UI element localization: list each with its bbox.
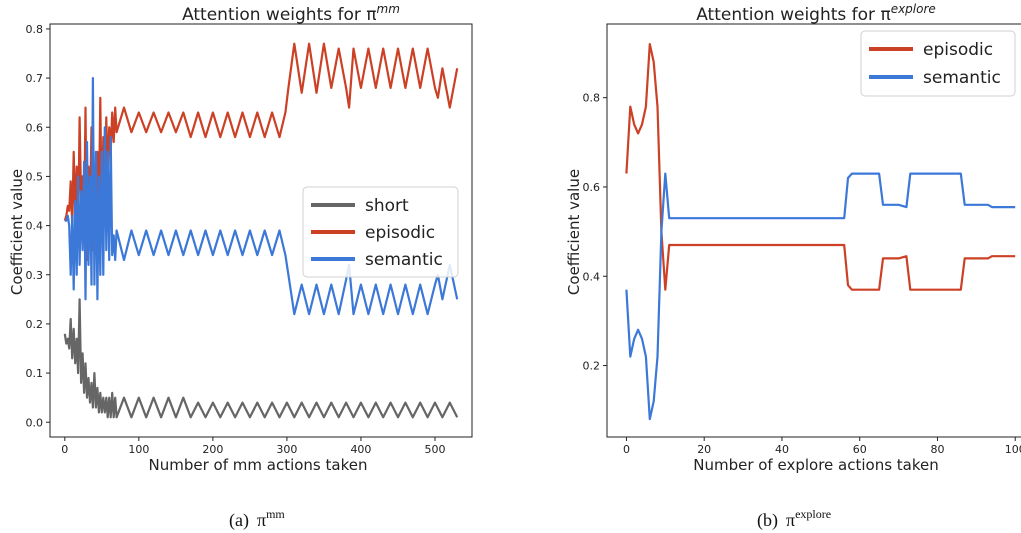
x-tick-label: 100 — [128, 443, 149, 456]
x-axis-label: Number of mm actions taken — [149, 456, 368, 474]
y-tick-label: 0.0 — [26, 416, 44, 429]
series-line-episodic — [625, 42, 1016, 291]
y-tick-label: 0.3 — [26, 269, 44, 282]
legend-label-semantic: semantic — [365, 250, 443, 270]
legend-label-episodic: episodic — [923, 40, 993, 60]
chart-explore: Attention weights for πexplore 0.2 0.4 0.6… — [565, 2, 1021, 474]
plot-frame — [606, 23, 1021, 438]
caption-b: (b) πexplore — [757, 507, 831, 531]
x-tick-label: 200 — [202, 443, 223, 456]
x-tick-label: 20 — [697, 443, 711, 456]
caption-a: (a) πmm — [229, 507, 285, 531]
y-tick-label: 0.6 — [26, 121, 44, 134]
y-tick-label: 0.8 — [26, 23, 44, 36]
x-tick-label: 40 — [775, 443, 789, 456]
x-ticks: 0 100 200 300 400 500 — [61, 437, 445, 456]
plot-frame — [49, 23, 473, 438]
legend-label-episodic: episodic — [365, 223, 435, 243]
legend-box — [302, 186, 459, 278]
chart-title: Attention weights for πmm — [182, 2, 400, 25]
x-tick-label: 100 — [1005, 443, 1021, 456]
legend-label-short: short — [365, 196, 409, 216]
y-tick-label: 0.1 — [26, 367, 44, 380]
legend-label-semantic: semantic — [923, 68, 1001, 88]
y-tick-label: 0.6 — [583, 181, 601, 194]
series-line-episodic — [63, 42, 459, 262]
x-tick-label: 300 — [276, 443, 297, 456]
y-tick-label: 0.4 — [583, 270, 601, 283]
y-tick-label: 0.8 — [583, 92, 601, 105]
chart-mm: Attention weights for πmm 0.00.10.20.30.… — [8, 2, 473, 474]
x-tick-label: 400 — [350, 443, 371, 456]
y-tick-label: 0.7 — [26, 72, 44, 85]
x-tick-label: 0 — [61, 443, 68, 456]
y-axis-label: Coefficient value — [8, 169, 26, 295]
y-ticks: 0.2 0.4 0.6 0.8 — [583, 92, 607, 373]
x-tick-label: 80 — [930, 443, 944, 456]
chart-title: Attention weights for πexplore — [696, 2, 936, 25]
series-line-semantic — [64, 76, 459, 316]
series-lines — [625, 42, 1016, 421]
y-axis-label: Coefficient value — [565, 169, 583, 295]
y-tick-label: 0.4 — [26, 220, 44, 233]
series-lines — [63, 42, 459, 419]
x-tick-label: 0 — [623, 443, 630, 456]
x-ticks: 0 20 40 60 80 100 — [623, 437, 1021, 456]
y-tick-label: 0.2 — [26, 318, 44, 331]
y-tick-label: 0.5 — [26, 170, 44, 183]
x-tick-label: 500 — [424, 443, 445, 456]
series-line-short — [63, 298, 459, 419]
x-tick-label: 60 — [853, 443, 867, 456]
y-ticks: 0.0 0.1 0.2 0.3 0.4 0.5 0.6 0.7 0.8 — [26, 23, 50, 429]
legend: short episodic semantic — [302, 186, 459, 278]
series-line-semantic — [625, 172, 1016, 421]
legend: episodic semantic — [860, 30, 1016, 97]
y-tick-label: 0.2 — [583, 360, 601, 373]
x-axis-label: Number of explore actions taken — [693, 456, 939, 474]
